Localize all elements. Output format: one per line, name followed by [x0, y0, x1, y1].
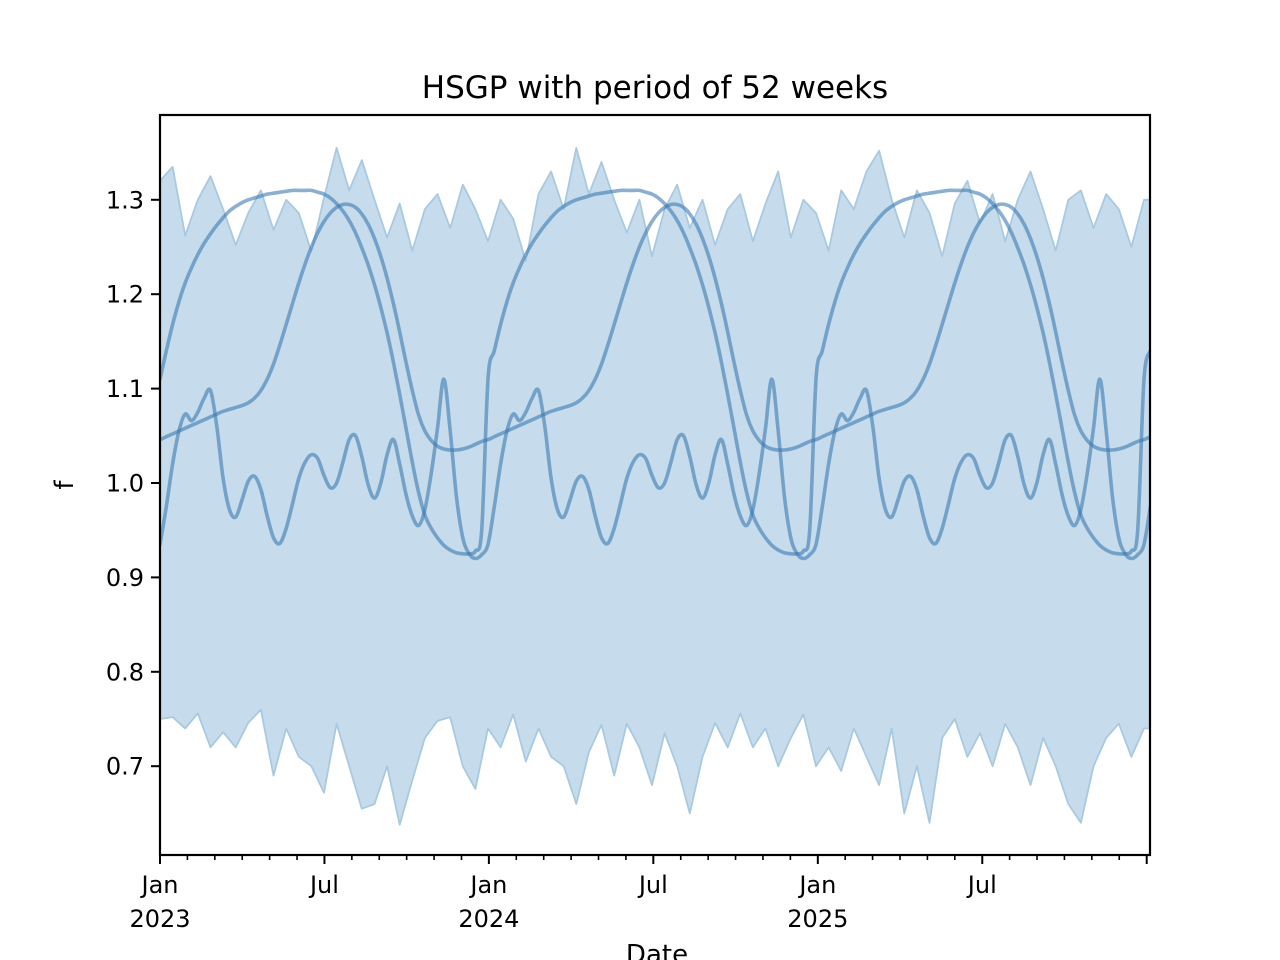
- y-axis-label: f: [50, 480, 80, 490]
- y-tick-label: 0.7: [106, 753, 144, 781]
- y-tick-label: 1.3: [106, 186, 144, 214]
- x-tick-year-label: 2023: [129, 905, 190, 933]
- y-tick-label: 1.0: [106, 470, 144, 498]
- x-tick-label: Jan: [468, 871, 507, 899]
- chart-title: HSGP with period of 52 weeks: [422, 70, 888, 106]
- y-tick-label: 0.8: [106, 658, 144, 686]
- axes-layer: 1.3 1.2 1.1 1.0 0.9 0.8 0.7 Jan 2023 Jul Jan 2024 Ju…: [106, 113, 1152, 933]
- x-axis-label: Date: [626, 940, 688, 960]
- x-tick-year-label: 2025: [787, 905, 848, 933]
- plot-area: [160, 146, 1150, 826]
- sample-curve-1: [160, 188, 1150, 556]
- x-tick-label: Jan: [797, 871, 836, 899]
- x-tick-label: Jul: [966, 871, 997, 899]
- sample-curve-3: [160, 377, 1150, 561]
- x-tick-year-label: 2024: [458, 905, 519, 933]
- sample-curve-2: [160, 202, 1150, 452]
- y-tick-label: 1.1: [106, 375, 144, 403]
- x-tick-label: Jan: [140, 871, 179, 899]
- plot-border: [158, 113, 1152, 857]
- y-tick-label: 1.2: [106, 281, 144, 309]
- y-tick-label: 0.9: [106, 564, 144, 592]
- x-tick-label: Jul: [308, 871, 339, 899]
- x-tick-label: Jul: [637, 871, 668, 899]
